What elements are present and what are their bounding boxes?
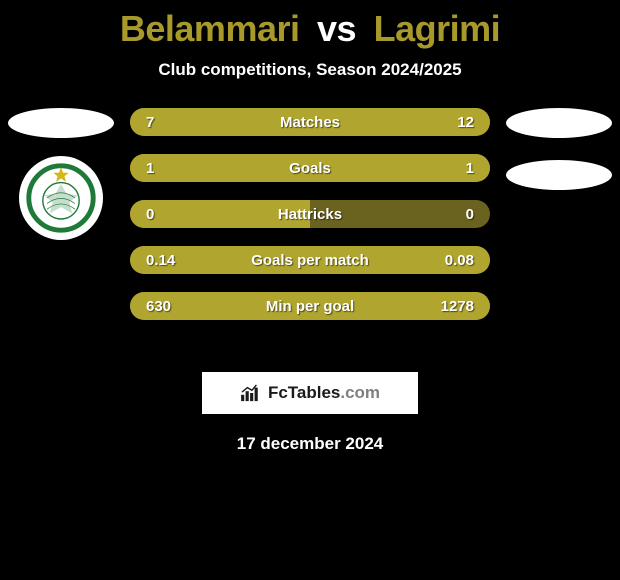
- stat-value-right: 1278: [410, 298, 490, 315]
- stat-label: Hattricks: [210, 206, 410, 223]
- stat-bar: 0Hattricks0: [130, 200, 490, 228]
- stat-value-right: 12: [410, 114, 490, 131]
- brand-text: FcTables.com: [268, 383, 380, 403]
- comparison-title: Belammari vs Lagrimi: [0, 0, 620, 50]
- player1-oval-icon: [8, 108, 114, 138]
- stat-value-left: 630: [130, 298, 210, 315]
- subtitle: Club competitions, Season 2024/2025: [0, 60, 620, 80]
- stat-value-left: 0.14: [130, 252, 210, 269]
- brand-badge: FcTables.com: [202, 372, 418, 414]
- stats-arena: 7Matches12 1Goals1 0Hattricks0 0.14Goals pe…: [0, 108, 620, 348]
- stat-bar: 0.14Goals per match0.08: [130, 246, 490, 274]
- stat-bar: 7Matches12: [130, 108, 490, 136]
- stat-value-right: 0: [410, 206, 490, 223]
- player2-oval-icon-2: [506, 160, 612, 190]
- stat-bars: 7Matches12 1Goals1 0Hattricks0 0.14Goals pe…: [130, 108, 490, 320]
- stat-bar: 1Goals1: [130, 154, 490, 182]
- player2-name: Lagrimi: [374, 8, 501, 49]
- stat-value-right: 1: [410, 160, 490, 177]
- player1-club-badge: [19, 156, 103, 240]
- stat-label: Goals: [210, 160, 410, 177]
- brand-name: FcTables: [268, 383, 340, 402]
- stat-label: Goals per match: [210, 252, 410, 269]
- player2-oval-icon-1: [506, 108, 612, 138]
- club-crest-icon: [26, 163, 96, 233]
- stat-label: Min per goal: [210, 298, 410, 315]
- stat-value-left: 7: [130, 114, 210, 131]
- stat-value-left: 0: [130, 206, 210, 223]
- brand-chart-icon: [240, 384, 262, 402]
- right-badge-column: [504, 108, 614, 190]
- snapshot-date: 17 december 2024: [0, 434, 620, 454]
- stat-bar: 630Min per goal1278: [130, 292, 490, 320]
- stat-value-right: 0.08: [410, 252, 490, 269]
- left-badge-column: [6, 108, 116, 240]
- player1-name: Belammari: [120, 8, 300, 49]
- stat-label: Matches: [210, 114, 410, 131]
- stat-value-left: 1: [130, 160, 210, 177]
- brand-domain: .com: [340, 383, 380, 402]
- title-vs: vs: [317, 8, 356, 49]
